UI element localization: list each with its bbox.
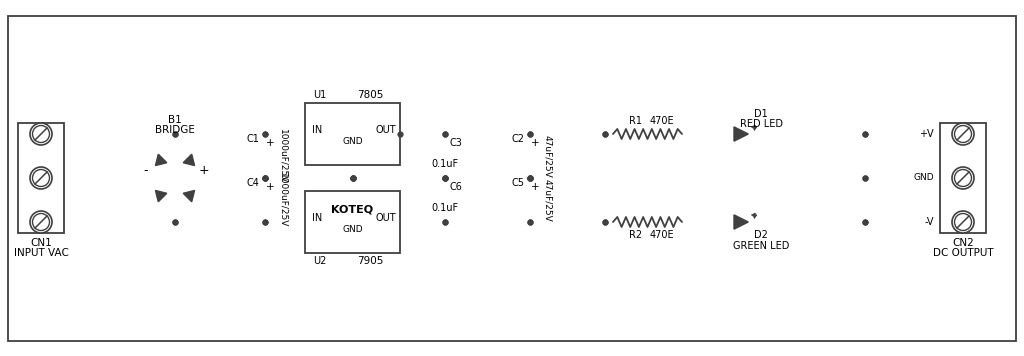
Circle shape — [33, 126, 49, 142]
Text: GND: GND — [342, 225, 362, 235]
Text: CN2: CN2 — [952, 238, 974, 248]
Text: OUT: OUT — [376, 213, 396, 223]
Circle shape — [954, 126, 972, 142]
Bar — [305, 191, 400, 253]
Text: KOTEQ: KOTEQ — [332, 205, 374, 215]
Polygon shape — [156, 154, 167, 166]
Text: IN: IN — [312, 125, 323, 135]
Text: 1000uF/25V: 1000uF/25V — [279, 129, 288, 183]
Text: BRIDGE: BRIDGE — [155, 125, 195, 135]
Polygon shape — [734, 127, 749, 141]
Polygon shape — [183, 190, 195, 202]
Circle shape — [952, 167, 974, 189]
Text: -: - — [143, 164, 148, 178]
Text: U1: U1 — [313, 90, 327, 100]
Text: 7805: 7805 — [357, 90, 384, 100]
Text: OUT: OUT — [376, 125, 396, 135]
Text: D1: D1 — [754, 109, 768, 119]
Text: INPUT VAC: INPUT VAC — [13, 248, 69, 258]
Text: +: + — [530, 182, 540, 192]
Polygon shape — [734, 215, 749, 229]
Text: R2: R2 — [629, 230, 642, 240]
Text: +: + — [265, 182, 274, 192]
Text: C6: C6 — [450, 182, 463, 192]
Polygon shape — [156, 190, 167, 202]
Text: C5: C5 — [511, 178, 524, 188]
Text: 0.1uF: 0.1uF — [431, 203, 459, 213]
Text: IN: IN — [312, 213, 323, 223]
Bar — [940, 123, 986, 233]
Text: 7905: 7905 — [357, 256, 384, 266]
Bar — [18, 123, 63, 233]
Text: -V: -V — [925, 217, 934, 227]
Text: C4: C4 — [246, 178, 259, 188]
Circle shape — [30, 123, 52, 145]
Polygon shape — [183, 154, 195, 166]
Text: 47uF/25V: 47uF/25V — [544, 135, 553, 177]
Text: C3: C3 — [450, 138, 463, 148]
Text: D2: D2 — [754, 230, 768, 240]
Text: 470E: 470E — [649, 116, 674, 126]
Text: 47uF/25V: 47uF/25V — [544, 179, 553, 221]
Text: 1000uF/25V: 1000uF/25V — [279, 173, 288, 227]
Text: 470E: 470E — [649, 230, 674, 240]
Circle shape — [954, 169, 972, 187]
Circle shape — [952, 123, 974, 145]
Text: GREEN LED: GREEN LED — [733, 241, 790, 251]
Circle shape — [33, 169, 49, 187]
Circle shape — [954, 214, 972, 230]
Circle shape — [30, 211, 52, 233]
Text: DC OUTPUT: DC OUTPUT — [933, 248, 993, 258]
Text: GND: GND — [913, 173, 934, 183]
Circle shape — [30, 167, 52, 189]
Text: C1: C1 — [246, 134, 259, 144]
Circle shape — [952, 211, 974, 233]
Text: U2: U2 — [313, 256, 327, 266]
Polygon shape — [137, 140, 213, 216]
Text: 0.1uF: 0.1uF — [431, 159, 459, 169]
Text: GND: GND — [342, 137, 362, 147]
Text: +: + — [199, 164, 209, 178]
Text: +: + — [265, 138, 274, 148]
Text: +V: +V — [920, 129, 934, 139]
Text: C2: C2 — [511, 134, 524, 144]
Text: CN1: CN1 — [30, 238, 52, 248]
Text: B1: B1 — [168, 115, 182, 125]
Text: +: + — [530, 138, 540, 148]
Bar — [305, 103, 400, 165]
Text: RED LED: RED LED — [739, 119, 782, 129]
Text: R1: R1 — [629, 116, 642, 126]
Circle shape — [33, 214, 49, 230]
